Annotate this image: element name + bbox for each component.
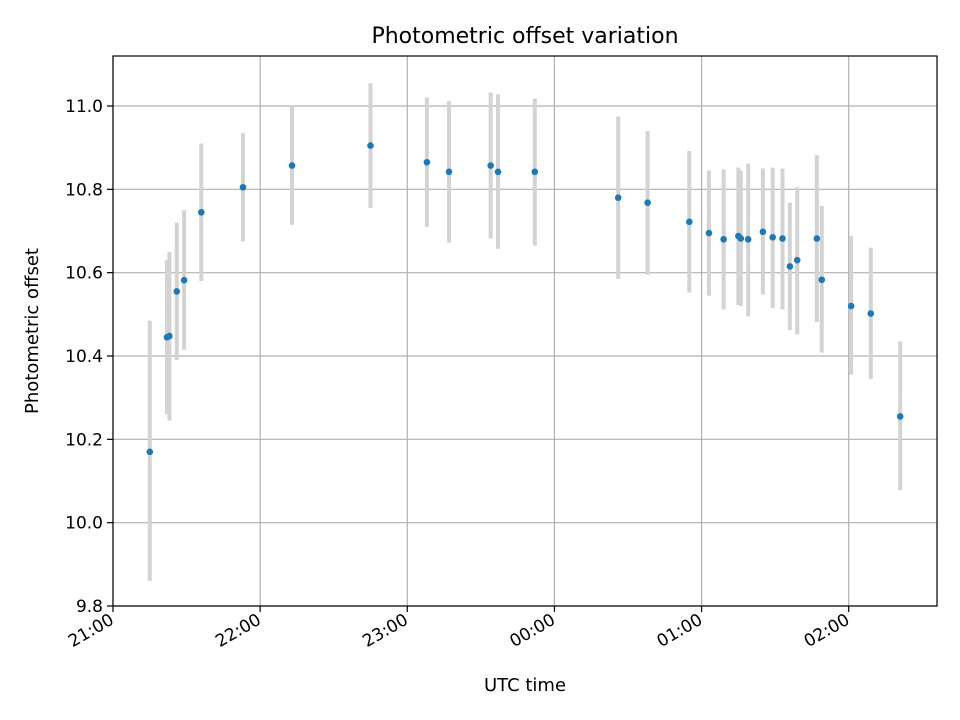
data-point [197, 208, 205, 216]
data-point [367, 142, 374, 149]
data-points [146, 142, 904, 456]
data-point [818, 276, 826, 284]
data-point [769, 233, 776, 241]
data-point [813, 235, 821, 242]
y-axis-label: Photometric offset [22, 248, 43, 414]
data-point [759, 228, 767, 236]
data-point [173, 288, 181, 295]
data-point [896, 413, 904, 420]
data-point [720, 236, 727, 243]
y-tick-label: 9.8 [76, 597, 103, 617]
data-point [445, 168, 453, 176]
plot-frame [112, 55, 938, 607]
data-point [166, 332, 173, 340]
data-point [867, 310, 875, 317]
y-tick-label: 10.4 [65, 347, 103, 367]
data-point [779, 235, 786, 242]
data-point [146, 448, 154, 456]
data-point [644, 199, 651, 206]
x-axis-label: UTC time [484, 675, 566, 696]
data-point [531, 168, 539, 176]
y-axis-ticks: 9.8 10.0 10.2 10.4 10.6 10.8 11.0 [65, 97, 113, 617]
data-point [487, 162, 494, 169]
data-point [737, 235, 745, 242]
data-point [288, 162, 296, 169]
data-point [786, 263, 794, 270]
data-point [423, 158, 431, 166]
y-tick-label: 10.8 [65, 180, 103, 200]
chart-title: Photometric offset variation [371, 24, 678, 49]
data-point [494, 168, 502, 176]
y-tick-label: 11.0 [65, 97, 103, 117]
data-point [686, 218, 693, 226]
data-point [180, 276, 188, 284]
y-tick-label: 10.6 [65, 264, 103, 284]
y-tick-label: 10.2 [65, 430, 103, 450]
grid [112, 56, 937, 607]
y-tick-label: 10.0 [65, 514, 103, 534]
data-point [847, 302, 855, 310]
data-point [793, 256, 801, 264]
data-point [239, 183, 247, 191]
data-point [705, 229, 713, 237]
data-point [744, 236, 752, 243]
data-point [614, 194, 622, 201]
